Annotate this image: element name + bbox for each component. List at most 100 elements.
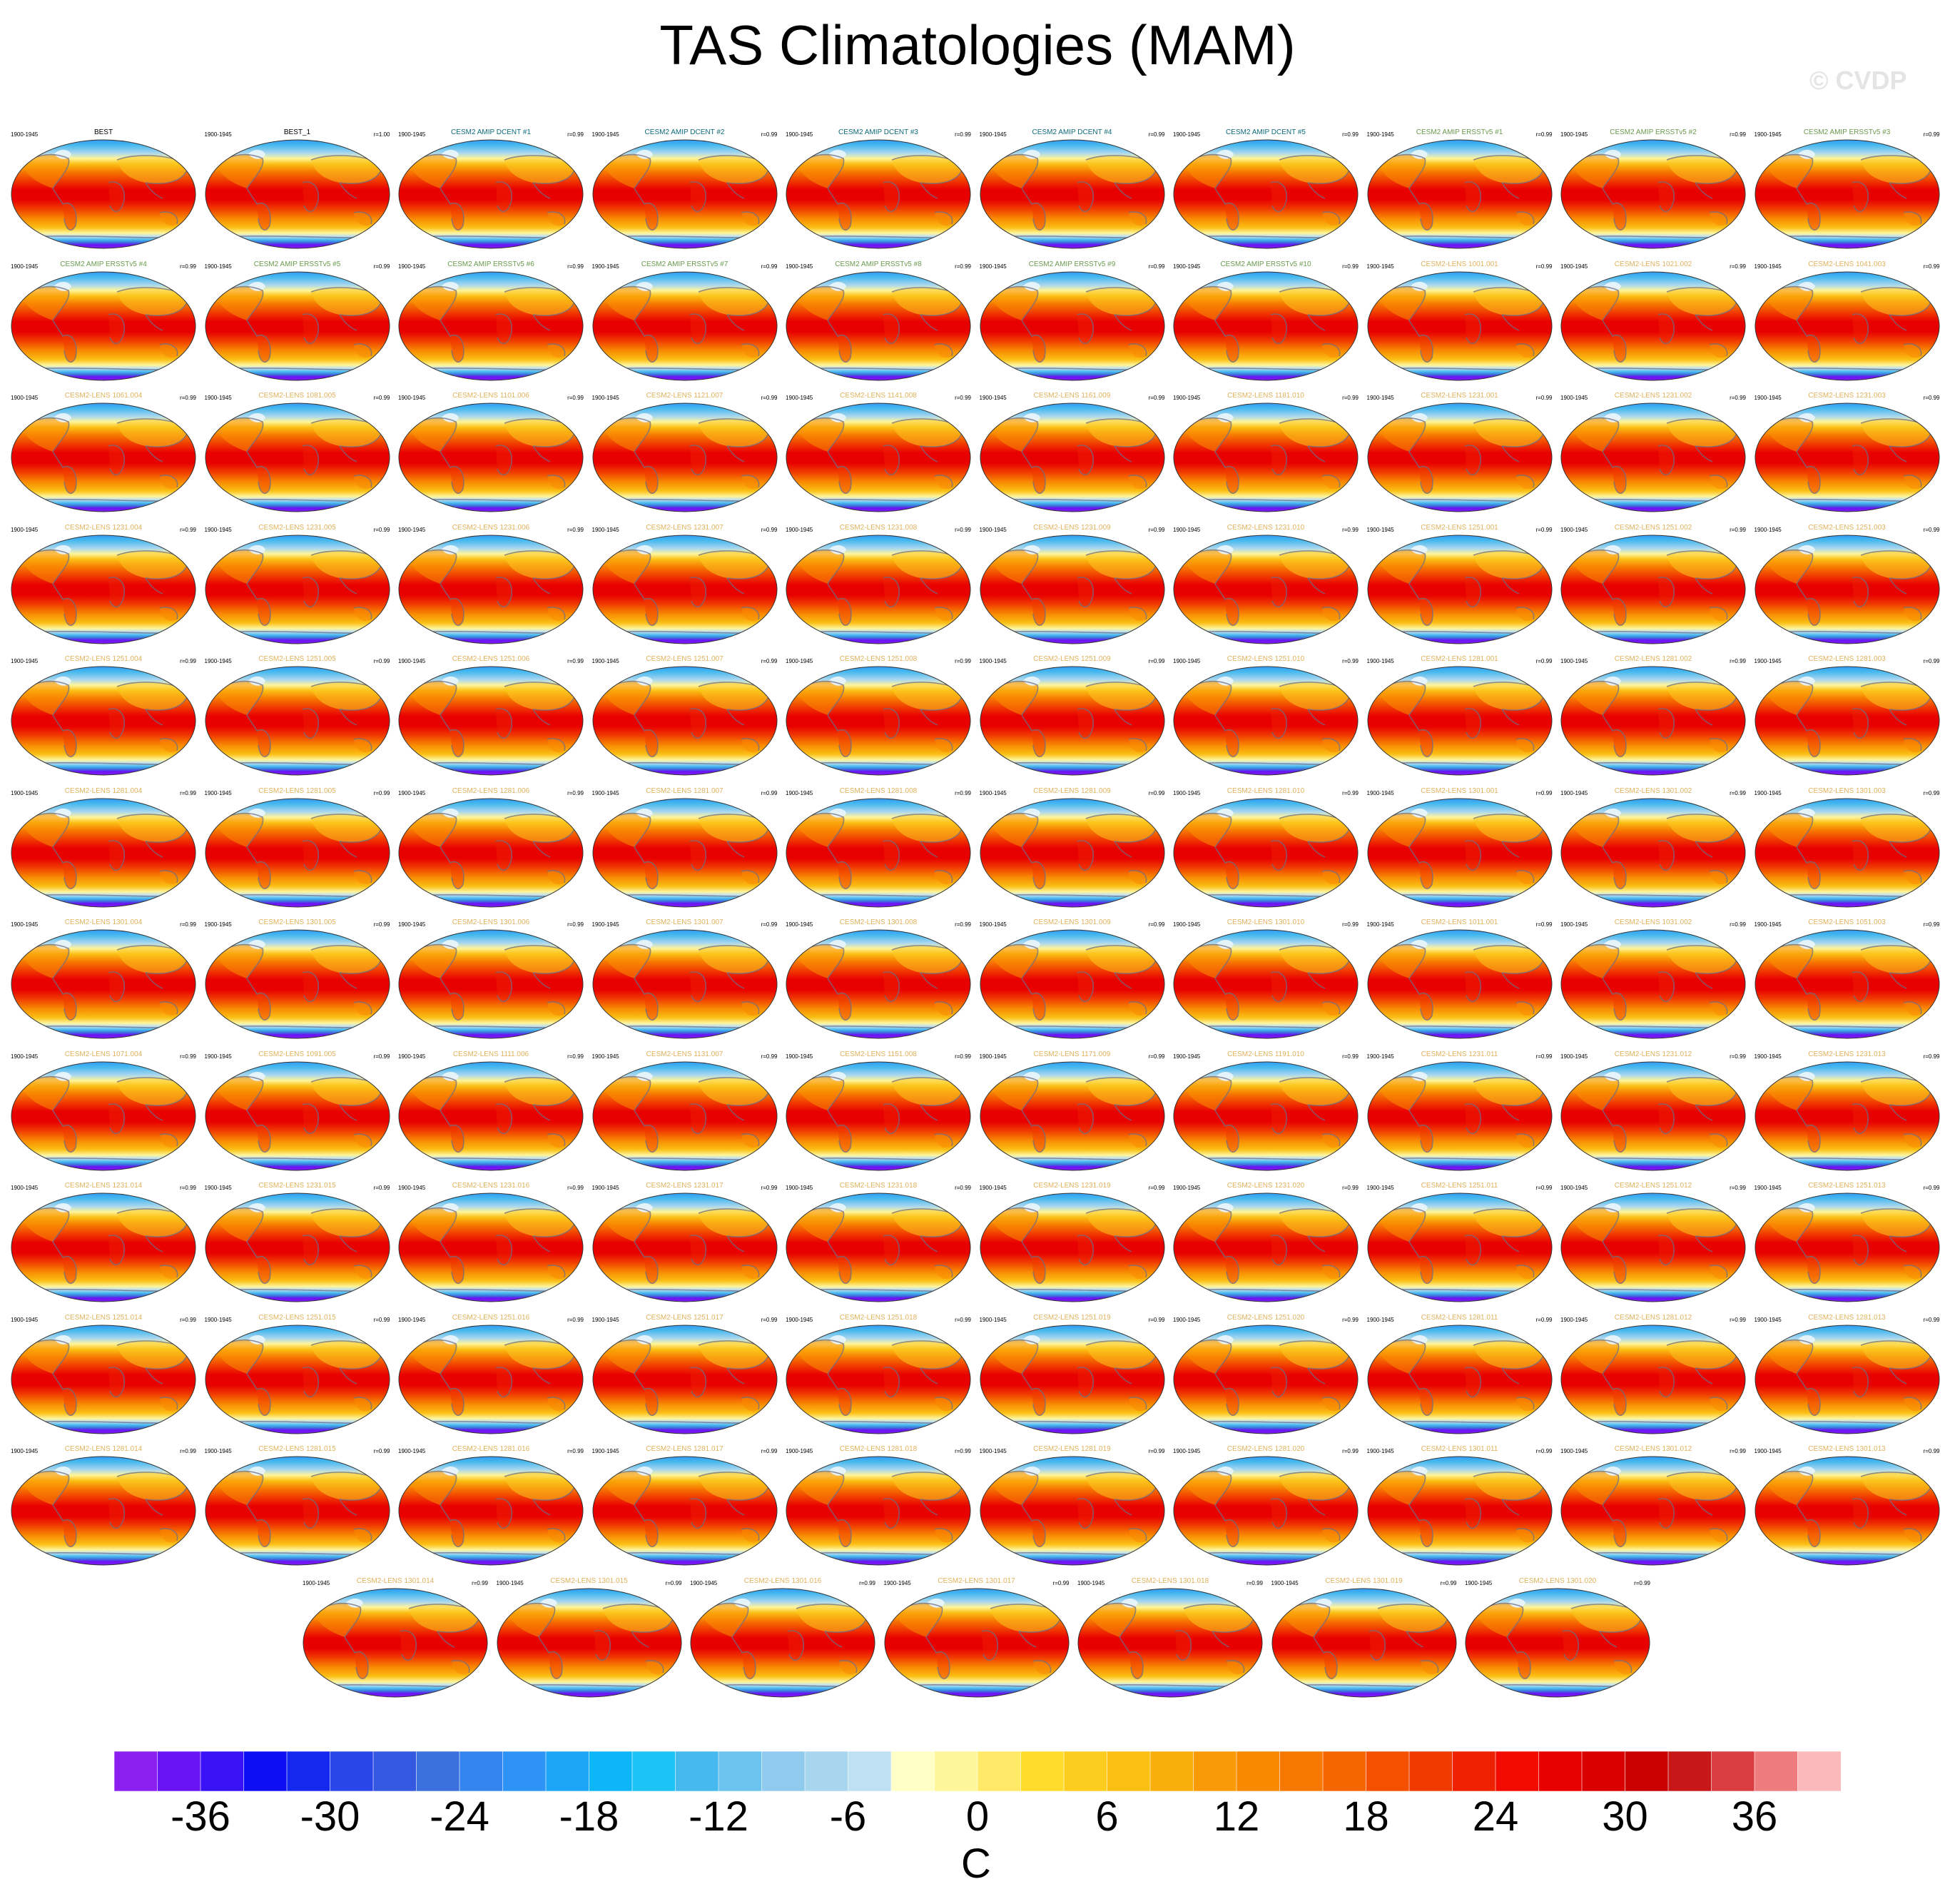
global-temperature-map (1367, 535, 1552, 644)
global-temperature-map (1173, 1061, 1359, 1170)
panel-period: 1900-1945 (1173, 131, 1201, 138)
panel-period: 1900-1945 (1560, 789, 1588, 796)
panel-period: 1900-1945 (786, 263, 813, 270)
panel-correlation: r=0.99 (373, 526, 390, 533)
panel-correlation: r=0.99 (761, 1448, 778, 1454)
panel-period: 1900-1945 (11, 1448, 39, 1454)
panel-period: 1900-1945 (11, 1053, 39, 1060)
map-panel: 1900-1945 CESM2 AMIP DCENT #2 r=0.99 (591, 128, 778, 254)
panel-correlation: r=0.99 (1923, 526, 1940, 533)
panel-correlation: r=0.99 (373, 1185, 390, 1191)
map-panel: 1900-1945 CESM2-LENS 1281.012 r=0.99 (1560, 1314, 1747, 1439)
panel-correlation: r=0.99 (1730, 1053, 1746, 1060)
map-panel: 1900-1945 CESM2-LENS 1281.003 r=0.99 (1754, 655, 1941, 781)
panel-period: 1900-1945 (1754, 789, 1782, 796)
map-panel: 1900-1945 CESM2-LENS 1251.012 r=0.99 (1560, 1182, 1747, 1307)
global-temperature-map (398, 402, 584, 512)
global-temperature-map (980, 1456, 1164, 1566)
panel-period: 1900-1945 (11, 526, 39, 533)
panel-title: CESM2-LENS 1251.004 (64, 655, 143, 663)
panel-title: CESM2-LENS 1301.012 (1614, 1445, 1692, 1453)
panel-title: CESM2-LENS 1251.018 (839, 1313, 918, 1322)
panel-correlation: r=0.99 (567, 1448, 584, 1454)
panel-correlation: r=0.99 (1342, 1316, 1359, 1323)
global-temperature-map (592, 139, 777, 249)
panel-correlation: r=0.99 (180, 263, 196, 270)
panel-correlation: r=0.99 (665, 1579, 682, 1586)
panel-correlation: r=0.99 (1923, 658, 1940, 664)
global-temperature-map (1755, 798, 1939, 907)
panel-correlation: r=0.99 (1342, 789, 1359, 796)
map-panel: 1900-1945 CESM2 AMIP ERSSTv5 #2 r=0.99 (1560, 128, 1747, 254)
colorbar-swatch (934, 1751, 978, 1791)
panel-correlation: r=0.99 (1730, 789, 1746, 796)
panel-period: 1900-1945 (786, 921, 813, 928)
panel-correlation: r=0.99 (1923, 921, 1940, 928)
map-panel: 1900-1945 CESM2-LENS 1231.009 r=0.99 (979, 524, 1166, 649)
map-panel: 1900-1945 CESM2 AMIP DCENT #4 r=0.99 (979, 128, 1166, 254)
panel-period: 1900-1945 (591, 526, 619, 533)
panel-title: CESM2 AMIP ERSSTv5 #9 (1028, 260, 1116, 268)
colorbar-tick-label: 24 (1472, 1793, 1519, 1840)
global-temperature-map (1755, 271, 1939, 380)
map-panel: 1900-1945 CESM2-LENS 1071.004 r=0.99 (10, 1050, 197, 1176)
panel-correlation: r=0.99 (1342, 526, 1359, 533)
panel-title: CESM2-LENS 1301.017 (938, 1576, 1015, 1585)
panel-correlation: r=0.99 (859, 1579, 875, 1586)
panel-period: 1900-1945 (979, 1053, 1007, 1060)
global-temperature-map (786, 1192, 971, 1302)
panel-title: CESM2 AMIP DCENT #5 (1226, 128, 1306, 136)
map-panel: 1900-1945 CESM2-LENS 1251.007 r=0.99 (591, 655, 778, 781)
panel-period: 1900-1945 (1173, 658, 1201, 664)
map-panel: 1900-1945 CESM2-LENS 1251.017 r=0.99 (591, 1314, 778, 1439)
panel-correlation: r=0.99 (1730, 1448, 1746, 1454)
panel-title: CESM2-LENS 1041.003 (1808, 260, 1886, 268)
panel-title: CESM2-LENS 1281.013 (1808, 1313, 1886, 1322)
panel-correlation: r=0.99 (180, 395, 196, 401)
global-temperature-map (1367, 929, 1552, 1039)
colorbar-swatch (372, 1751, 417, 1791)
panel-correlation: r=0.99 (955, 789, 971, 796)
panel-correlation: r=0.99 (1148, 395, 1165, 401)
colorbar-swatch (1279, 1751, 1324, 1791)
panel-title: CESM2-LENS 1001.001 (1421, 260, 1498, 268)
panel-period: 1900-1945 (1173, 526, 1201, 533)
global-temperature-map (11, 402, 196, 512)
panel-title: CESM2-LENS 1251.009 (1033, 655, 1111, 663)
panel-period: 1900-1945 (591, 1316, 619, 1323)
map-panel: 1900-1945 CESM2 AMIP ERSSTv5 #4 r=0.99 (10, 260, 197, 386)
panel-title: CESM2-LENS 1301.014 (356, 1576, 435, 1585)
panel-period: 1900-1945 (1366, 395, 1394, 401)
panel-correlation: r=0.99 (1730, 658, 1746, 664)
panel-title: CESM2-LENS 1231.013 (1808, 1050, 1886, 1058)
global-temperature-map (980, 139, 1164, 249)
map-panel: 1900-1945 CESM2-LENS 1231.003 r=0.99 (1754, 392, 1941, 517)
global-temperature-map (1560, 798, 1746, 907)
panel-period: 1900-1945 (979, 263, 1007, 270)
panel-period: 1900-1945 (204, 1448, 232, 1454)
panel-period: 1900-1945 (786, 658, 813, 664)
panel-title: CESM2-LENS 1181.010 (1227, 392, 1304, 400)
colorbar-swatch (1236, 1751, 1281, 1791)
panel-title: CESM2-LENS 1231.018 (839, 1182, 918, 1190)
panel-correlation: r=0.99 (955, 263, 971, 270)
panel-period: 1900-1945 (398, 131, 426, 138)
panel-period: 1900-1945 (11, 1316, 39, 1323)
colorbar-tick-label: 0 (965, 1793, 990, 1840)
panel-period: 1900-1945 (591, 921, 619, 928)
panel-period: 1900-1945 (204, 263, 232, 270)
map-panel: 1900-1945 CESM2 AMIP ERSSTv5 #6 r=0.99 (397, 260, 584, 386)
global-temperature-map (786, 1325, 971, 1434)
panel-correlation: r=0.99 (761, 789, 778, 796)
panel-correlation: r=0.99 (1148, 526, 1165, 533)
panel-correlation: r=0.99 (761, 263, 778, 270)
panel-title: CESM2-LENS 1231.017 (646, 1182, 723, 1190)
global-temperature-map (1755, 1325, 1939, 1434)
panel-period: 1900-1945 (1560, 1053, 1588, 1060)
panel-period: 1900-1945 (204, 921, 232, 928)
global-temperature-map (205, 139, 390, 249)
panel-title: CESM2-LENS 1231.020 (1227, 1182, 1305, 1190)
panel-title: CESM2-LENS 1281.007 (646, 786, 723, 795)
global-temperature-map (592, 402, 777, 512)
global-temperature-map (398, 139, 584, 249)
